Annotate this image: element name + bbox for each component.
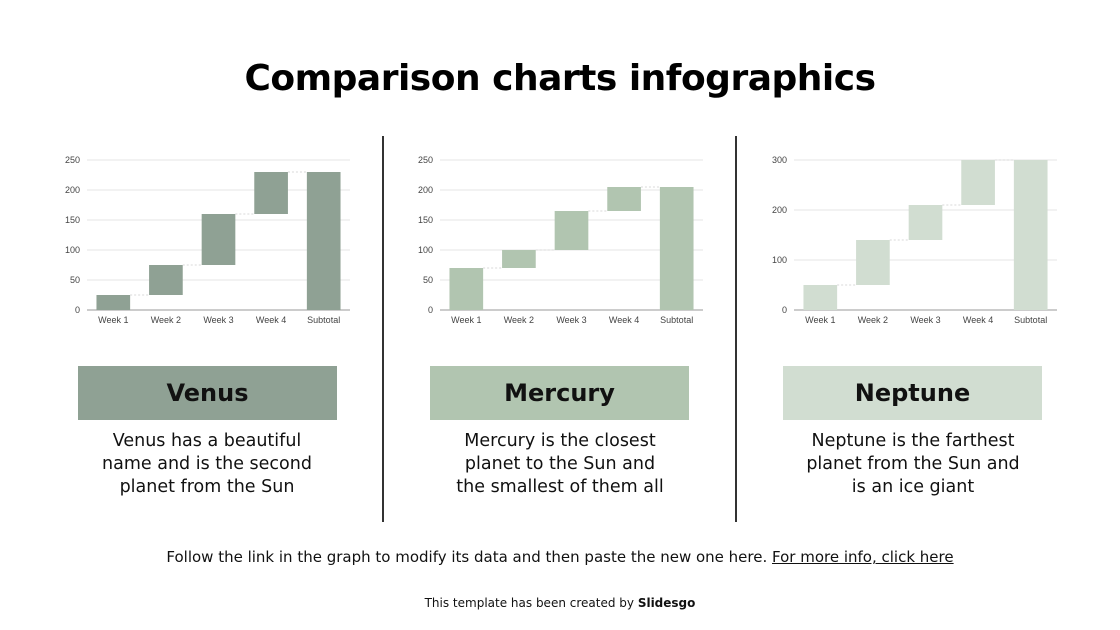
x-tick-label: Week 1 — [98, 315, 128, 325]
column-divider — [735, 136, 737, 522]
bar — [803, 285, 838, 310]
y-tick-label: 50 — [423, 275, 433, 285]
bar — [659, 187, 694, 310]
y-tick-label: 0 — [782, 305, 787, 315]
panel-title: Neptune — [854, 379, 971, 407]
brand-name: Slidesgo — [637, 596, 696, 610]
more-info-link[interactable]: For more info, click here — [772, 548, 954, 566]
bar — [856, 240, 890, 285]
x-tick-label: Subtotal — [1014, 315, 1047, 325]
y-tick-label: 0 — [428, 305, 433, 315]
x-tick-label: Week 3 — [910, 315, 940, 325]
bar — [149, 265, 183, 295]
x-tick-label: Week 2 — [151, 315, 181, 325]
bar — [254, 172, 288, 214]
panel-venus: 0 50 100 150 200 250 Week 1 Week 2 Week 3 Week 4 S… — [55, 145, 385, 515]
column-divider — [382, 136, 384, 522]
bar — [449, 268, 484, 310]
bar — [607, 187, 641, 211]
x-tick-label: Week 3 — [203, 315, 233, 325]
x-tick-label: Week 4 — [609, 315, 639, 325]
footer-note: Follow the link in the graph to modify i… — [166, 548, 954, 566]
credit-line: This template has been created by Slides… — [424, 596, 696, 610]
x-tick-label: Week 1 — [451, 315, 481, 325]
y-tick-label: 200 — [65, 185, 80, 195]
x-tick-label: Week 4 — [963, 315, 993, 325]
panel-title: Mercury — [504, 379, 615, 407]
y-tick-label: 100 — [772, 255, 787, 265]
x-tick-label: Subtotal — [660, 315, 693, 325]
y-tick-label: 100 — [418, 245, 433, 255]
bar — [306, 172, 341, 310]
bar — [201, 214, 236, 265]
bar — [502, 250, 536, 268]
waterfall-chart: 0 50 100 150 200 250 Week 1 Week 2 Week 3 Week 4 S… — [418, 155, 703, 325]
band-neptune: Neptune — [783, 366, 1042, 420]
chart-venus: 0 50 100 150 200 250 Week 1 Week 2 Week 3 Week 4 S… — [55, 145, 385, 335]
y-tick-label: 150 — [65, 215, 80, 225]
page-title: Comparison charts infographics — [244, 58, 876, 99]
chart-mercury: 0 50 100 150 200 250 Week 1 Week 2 Week 3 Week 4 S… — [408, 145, 738, 335]
y-tick-label: 50 — [70, 275, 80, 285]
band-mercury: Mercury — [430, 366, 689, 420]
panel-description: Mercury is the closest planet to the Sun… — [456, 431, 664, 497]
bar — [554, 211, 589, 250]
chart-neptune: 0 100 200 300 Week 1 Week 2 Week 3 Week 4 Subtot… — [762, 145, 1092, 335]
y-tick-label: 0 — [75, 305, 80, 315]
panel-description: Venus has a beautiful name and is the se… — [102, 431, 312, 497]
y-tick-label: 250 — [418, 155, 433, 165]
y-tick-label: 200 — [772, 205, 787, 215]
y-tick-label: 300 — [772, 155, 787, 165]
y-tick-label: 150 — [418, 215, 433, 225]
band-venus: Venus — [78, 366, 337, 420]
y-tick-label: 200 — [418, 185, 433, 195]
panel-description: Neptune is the farthest planet from the … — [806, 431, 1020, 497]
y-tick-label: 250 — [65, 155, 80, 165]
y-tick-label: 100 — [65, 245, 80, 255]
bar — [1013, 160, 1048, 310]
bar — [96, 295, 131, 310]
x-tick-label: Subtotal — [307, 315, 340, 325]
panel-neptune: 0 100 200 300 Week 1 Week 2 Week 3 Week 4 Subtot… — [762, 145, 1092, 515]
bar — [961, 160, 995, 205]
x-tick-label: Week 1 — [805, 315, 835, 325]
panel-mercury: 0 50 100 150 200 250 Week 1 Week 2 Week 3 Week 4 S… — [408, 145, 738, 515]
x-tick-label: Week 4 — [256, 315, 286, 325]
panel-title: Venus — [166, 379, 249, 407]
x-tick-label: Week 2 — [858, 315, 888, 325]
bar — [908, 205, 943, 240]
x-tick-label: Week 3 — [556, 315, 586, 325]
waterfall-chart: 0 100 200 300 Week 1 Week 2 Week 3 Week 4 Subtot… — [772, 155, 1057, 325]
x-tick-label: Week 2 — [504, 315, 534, 325]
waterfall-chart: 0 50 100 150 200 250 Week 1 Week 2 Week 3 Week 4 S… — [65, 155, 350, 325]
